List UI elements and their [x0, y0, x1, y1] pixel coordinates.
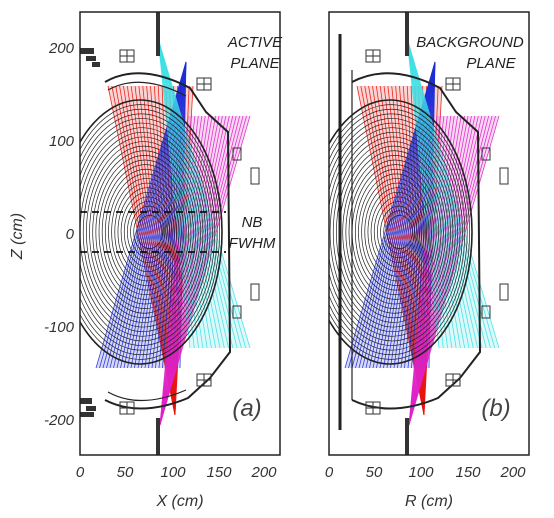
- vessel-inner-line-a: [107, 389, 187, 402]
- x-tick-label: 200: [499, 464, 526, 481]
- y-tick-label: 200: [48, 40, 75, 57]
- x-tick-label: 0: [325, 464, 334, 481]
- nb-fwhm-annotation: NB FWHM: [229, 214, 276, 252]
- vessel-inner-line-a: [107, 81, 187, 97]
- panel-title-a: ACTIVE PLANE: [227, 34, 283, 72]
- coil-grid-b: [365, 49, 509, 415]
- x-tick-label: 200: [250, 464, 277, 481]
- panel-title-line: ACTIVE: [227, 34, 283, 51]
- x-tick-label: 100: [160, 464, 186, 481]
- x-tick-labels-a: 0 50 100 150 200: [76, 464, 277, 481]
- x-tick-label: 0: [76, 464, 85, 481]
- center-post-b: [405, 418, 409, 455]
- center-post-b: [405, 12, 409, 56]
- coil-grid-a: [119, 49, 260, 415]
- panel-title-line: BACKGROUND: [416, 34, 524, 51]
- annotation-line: NB: [242, 214, 263, 231]
- x-tick-label: 150: [455, 464, 481, 481]
- panel-frame-a: [79, 11, 281, 456]
- coil-upper-left-a: [80, 48, 100, 67]
- beam-fans-a: [95, 37, 251, 426]
- y-tick-labels: 200 100 0 -100 -200: [44, 40, 75, 429]
- panel-label-a: (a): [232, 395, 261, 422]
- panel-a: ACTIVE PLANE NB FWHM (a) 0 50 100 150 20…: [76, 11, 283, 510]
- x-tick-label: 100: [408, 464, 434, 481]
- flux-surface-set: [329, 99, 473, 365]
- panel-label-b: (b): [481, 395, 510, 422]
- x-tick-label: 50: [117, 464, 134, 481]
- center-post-a: [156, 12, 160, 56]
- panel-frame-b: [328, 11, 530, 456]
- x-tick-label: 50: [366, 464, 383, 481]
- y-tick-label: 0: [66, 226, 75, 243]
- panel-title-b: BACKGROUND PLANE: [416, 34, 524, 72]
- panel-b: BACKGROUND PLANE (b) 0 50 100 150 200 R …: [325, 11, 530, 510]
- flux-surfaces-b: [329, 99, 473, 365]
- panel-title-line: PLANE: [466, 55, 516, 72]
- x-axis-label-b: R (cm): [405, 493, 453, 510]
- y-tick-label: -100: [44, 319, 75, 336]
- x-axis-label-a: X (cm): [155, 493, 203, 510]
- y-tick-label: -200: [44, 412, 75, 429]
- flux-surfaces-a: [80, 99, 223, 365]
- x-tick-labels-b: 0 50 100 150 200: [325, 464, 526, 481]
- y-axis-label: Z (cm): [9, 213, 26, 260]
- y-tick-label: 100: [49, 133, 75, 150]
- flux-surface-set: [80, 99, 223, 365]
- center-post-a: [156, 418, 160, 455]
- annotation-line: FWHM: [229, 235, 276, 252]
- vessel-wall-b: [351, 72, 482, 410]
- panel-title-line: PLANE: [230, 55, 280, 72]
- x-tick-label: 150: [206, 464, 232, 481]
- coil-lower-left-a: [80, 398, 96, 417]
